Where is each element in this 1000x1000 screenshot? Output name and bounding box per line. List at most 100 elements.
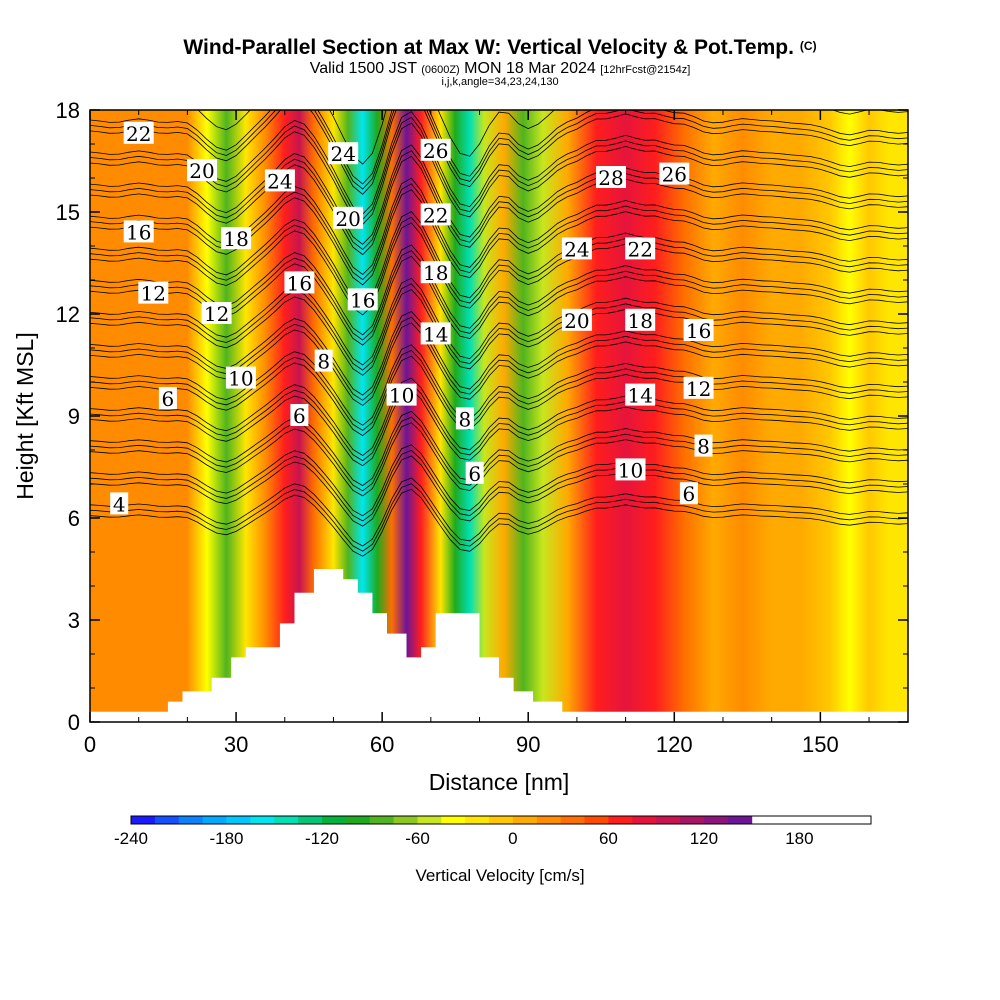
colorbar-swatch — [417, 816, 442, 824]
contour-label-text: 8 — [317, 350, 330, 374]
y-axis-label: Height [Kft MSL] — [12, 332, 38, 499]
contour-label: 18 — [625, 308, 656, 333]
contour-label-text: 28 — [598, 166, 623, 190]
theta-contour-line — [90, 150, 908, 251]
colorbar-swatch — [202, 816, 227, 824]
theta-contour-line — [90, 416, 908, 492]
colorbar-swatch — [465, 816, 490, 824]
colorbar-swatch — [345, 816, 371, 824]
contour-label-text: 24 — [564, 237, 589, 261]
contour-label-text: 8 — [697, 435, 710, 459]
theta-contour-line — [90, 383, 908, 462]
colorbar-swatch — [489, 816, 514, 824]
contour-label-text: 16 — [350, 288, 375, 312]
terrain-mask — [90, 569, 908, 722]
colorbar-tick-label: 0 — [508, 829, 517, 848]
valid-date: MON 18 Mar 2024 — [464, 60, 596, 77]
title-mark: (C) — [799, 39, 817, 53]
contour-label-text: 8 — [459, 407, 472, 431]
contour-label-text: 12 — [204, 302, 229, 326]
theta-contour-line — [90, 144, 908, 245]
contour-label: 6 — [679, 482, 698, 506]
contour-label: 24 — [264, 169, 295, 193]
y-tick-label: 3 — [68, 608, 80, 633]
colorbar-tick-label: -120 — [305, 829, 339, 848]
colorbar-tick-label: 120 — [690, 829, 718, 848]
contour-label-text: 24 — [267, 169, 292, 193]
theta-contour-line — [90, 222, 908, 316]
forecast-info: [12hrFcst@2154z] — [600, 64, 691, 76]
contour-label: 22 — [625, 237, 656, 261]
theta-contour-line — [90, 455, 908, 527]
x-tick-label: 120 — [656, 732, 693, 757]
colorbar-swatch — [560, 816, 586, 824]
contour-label-text: 20 — [564, 309, 589, 333]
colorbar-swatch — [154, 816, 180, 824]
colorbar-swatch — [632, 816, 657, 824]
contour-label: 14 — [625, 383, 656, 408]
theta-contour-line — [90, 110, 908, 185]
theta-contour-line — [90, 483, 908, 552]
x-tick-label: 150 — [802, 732, 839, 757]
contour-label: 20 — [333, 206, 364, 231]
colorbar-swatch — [393, 816, 418, 824]
contour-label-text: 16 — [287, 271, 312, 295]
valid-time: Valid 1500 JST — [309, 60, 417, 77]
contour-label: 20 — [187, 159, 217, 183]
contour-label-text: 12 — [686, 377, 711, 401]
terrain — [90, 569, 908, 722]
contour-label-text: 16 — [126, 220, 151, 244]
contour-label: 10 — [225, 366, 256, 391]
contour-label-text: 26 — [423, 139, 448, 163]
colorbar-tick-label: 180 — [785, 829, 813, 848]
colorbar-tick-label: 60 — [599, 829, 618, 848]
contour-label: 16 — [347, 288, 378, 312]
theta-contour-line — [90, 377, 908, 456]
x-tick-label: 30 — [224, 732, 248, 757]
contour-label-text: 20 — [335, 207, 360, 231]
contour-label: 16 — [284, 271, 315, 295]
colorbar-label: Vertical Velocity [cm/s] — [415, 866, 584, 885]
contour-label-text: 10 — [389, 384, 414, 408]
theta-contour-line — [90, 349, 908, 431]
contour-labels: 22 20 24 24 26 28 26 16 18 20 22 24 22 12 12 16 16 18 20 18… — [110, 121, 714, 516]
theta-contour-line — [90, 189, 908, 286]
contour-label: 20 — [561, 308, 592, 333]
y-tick-label: 6 — [68, 506, 80, 531]
contour-label: 16 — [123, 220, 154, 244]
x-axis-label: Distance [nm] — [429, 769, 570, 795]
chart-title: Wind-Parallel Section at Max W: Vertical… — [0, 36, 1000, 60]
y-tick-label: 18 — [56, 98, 80, 123]
contour-label: 24 — [328, 142, 359, 166]
contour-label-text: 14 — [423, 322, 448, 346]
velocity-field — [90, 110, 908, 722]
colorbar-swatch — [274, 816, 299, 824]
contour-label: 12 — [138, 281, 169, 306]
colorbar-tick-label: -240 — [114, 829, 148, 848]
colorbar-swatch — [608, 816, 633, 824]
contour-label-text: 22 — [423, 203, 448, 227]
colorbar-swatch — [727, 816, 753, 824]
theta-contour-line — [90, 110, 908, 190]
theta-contour-line — [197, 110, 908, 165]
theta-contour-line — [90, 488, 908, 557]
contour-label-text: 12 — [141, 282, 166, 306]
contour-label-text: 22 — [126, 122, 151, 146]
contour-label-text: 14 — [627, 384, 652, 408]
contour-label-text: 4 — [113, 492, 126, 516]
contour-label-text: 22 — [627, 237, 652, 261]
contour-label-text: 6 — [468, 462, 481, 486]
contour-label: 24 — [561, 237, 592, 261]
theta-contour-line — [90, 111, 908, 215]
contour-label-text: 10 — [618, 458, 643, 482]
contour-label: 4 — [110, 492, 129, 516]
colorbar-swatch — [178, 816, 204, 824]
theta-contour-line — [90, 122, 908, 225]
contour-label: 6 — [158, 387, 177, 411]
colorbar-swatch — [536, 816, 562, 824]
theta-contour-line — [90, 344, 908, 426]
colorbar-swatch — [131, 816, 156, 824]
x-tick-label: 60 — [370, 732, 394, 757]
theta-contour-line — [90, 216, 908, 311]
